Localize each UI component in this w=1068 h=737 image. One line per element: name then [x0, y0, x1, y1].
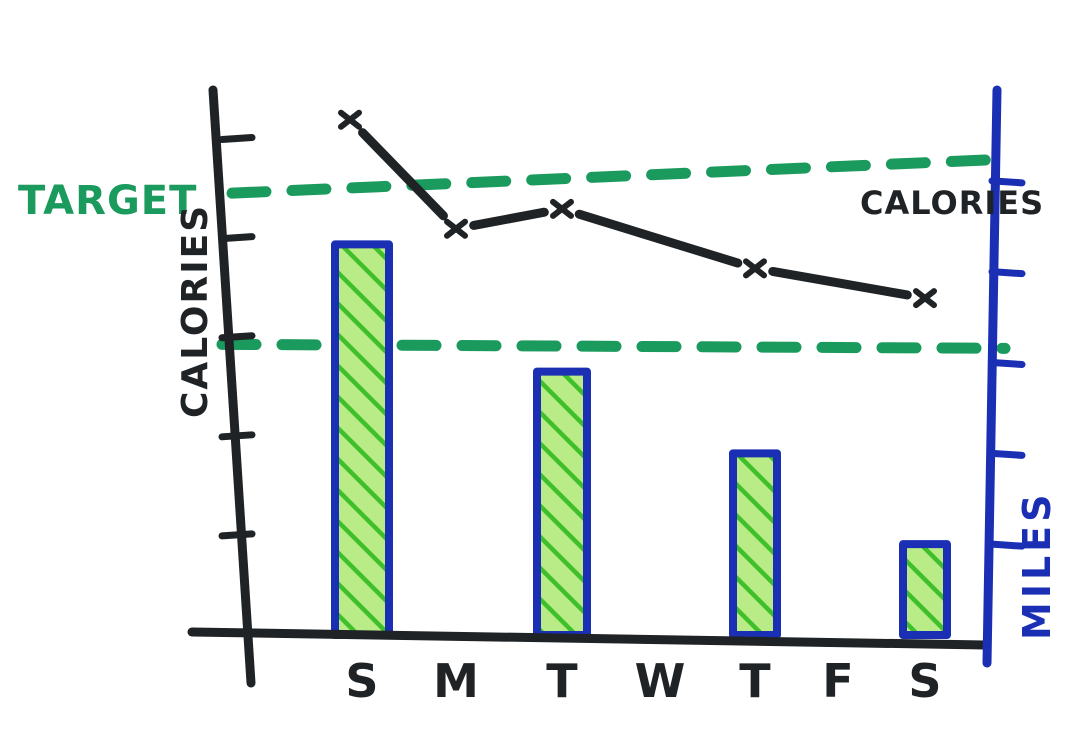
x-axis-baseline — [187, 627, 990, 650]
calories-marker-stroke — [550, 198, 574, 219]
right-axis-tick — [988, 268, 1026, 278]
calories-point — [743, 258, 767, 279]
right-axis-tick — [988, 359, 1026, 368]
left-axis-tick — [218, 233, 256, 243]
target-label: TARGET — [18, 178, 197, 224]
right-axis — [982, 85, 1002, 668]
miles-bar-S-6 — [899, 540, 951, 640]
left-axis-tick — [218, 431, 256, 441]
miles-bar-S-0 — [331, 240, 393, 640]
bars-layer — [331, 240, 951, 640]
calories-series-label: CALORIES — [860, 184, 1044, 222]
calories-line-segment — [469, 207, 549, 230]
right-axis-tick — [988, 177, 1026, 187]
calories-point — [444, 218, 468, 239]
x-tick-label-3: W — [635, 654, 686, 708]
miles-bar-T-4 — [729, 449, 781, 640]
calories-point — [338, 109, 362, 130]
calories-line-segment — [574, 209, 743, 268]
calories-marker-stroke — [338, 109, 362, 130]
calories-point — [550, 198, 574, 219]
calories-point — [913, 288, 937, 309]
labels-layer: TARGET CALORIES CALORIES MILES — [18, 178, 1059, 640]
calories-marker-stroke — [444, 218, 468, 239]
calories-marker-stroke — [743, 258, 767, 279]
left-axis — [208, 85, 256, 688]
calories-line-layer — [338, 109, 937, 309]
left-axis-tick — [218, 332, 256, 342]
left-axis-label: CALORIES — [175, 204, 216, 418]
ticks-layer — [218, 134, 1026, 550]
left-axis-tick — [218, 134, 256, 144]
x-tick-label-5: F — [822, 654, 853, 708]
x-tick-label-4: T — [739, 654, 771, 708]
right-axis-label: MILES — [1015, 491, 1059, 641]
x-tick-label-6: S — [908, 654, 941, 708]
right-axis-tick — [988, 449, 1026, 459]
calories-line-segment — [768, 266, 912, 300]
calories-line-segment — [358, 128, 448, 221]
x-tick-label-1: M — [433, 654, 479, 708]
calories-target-line — [226, 153, 1011, 199]
right-axis-tick — [988, 540, 1026, 550]
left-axis-tick — [218, 530, 256, 540]
x-tick-label-0: S — [345, 654, 378, 708]
x-tick-label-2: T — [546, 654, 578, 708]
axes-layer — [187, 85, 1002, 688]
miles-bar-T-2 — [533, 367, 591, 639]
calories-marker-stroke — [913, 288, 937, 309]
